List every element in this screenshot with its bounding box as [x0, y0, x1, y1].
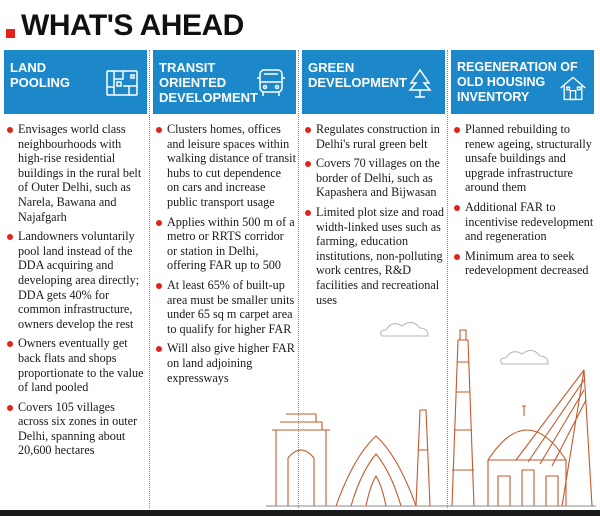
house-icon [558, 74, 588, 102]
column-header: REGENERATION OF OLD HOUSING INVENTORY [451, 50, 594, 114]
bullet-item: Applies within 500 m of a metro or RRTS … [155, 215, 296, 273]
column-heading: LAND POOLING [10, 60, 70, 90]
bullet-item: Landowners voluntarily pool land instead… [6, 229, 147, 331]
bullet-item: Envisages world class neighbourhoods wit… [6, 122, 147, 224]
bullet-item: Minimum area to seek redevelopment decre… [453, 249, 594, 278]
bullet-item: Limited plot size and road width-linked … [304, 205, 445, 307]
bullet-list: Clusters homes, offices and leisure spac… [153, 122, 296, 385]
bullet-list: Regulates construction in Delhi's rural … [302, 122, 445, 307]
column-heading: REGENERATION OF OLD HOUSING INVENTORY [457, 60, 578, 104]
title-row: WHAT'S AHEAD [6, 4, 244, 48]
tree-icon [403, 68, 437, 98]
title-bullet-icon [6, 28, 15, 38]
bullet-list: Envisages world class neighbourhoods wit… [4, 122, 147, 458]
column-heading: TRANSIT ORIENTED DEVELOPMENT [159, 60, 258, 105]
bullet-item: Covers 70 villages on the border of Delh… [304, 156, 445, 200]
bullet-item: Covers 105 villages across six zones in … [6, 400, 147, 458]
column-header: TRANSIT ORIENTED DEVELOPMENT [153, 50, 296, 114]
bus-icon [254, 68, 288, 98]
column-land-pooling: LAND POOLING Envisages world class neigh… [4, 50, 147, 508]
column-transit-oriented-development: TRANSIT ORIENTED DEVELOPMENT Clusters ho… [149, 50, 296, 508]
bullet-item: Owners eventually get back flats and sho… [6, 336, 147, 394]
bullet-item: Clusters homes, offices and leisure spac… [155, 122, 296, 210]
bullet-item: Regulates construction in Delhi's rural … [304, 122, 445, 151]
bullet-item: Planned rebuilding to renew ageing, stru… [453, 122, 594, 195]
bullet-item: At least 65% of built-up area must be sm… [155, 278, 296, 336]
column-regeneration-old-housing: REGENERATION OF OLD HOUSING INVENTORY Pl… [447, 50, 594, 508]
columns: LAND POOLING Envisages world class neigh… [4, 50, 596, 508]
column-header: GREEN DEVELOPMENT [302, 50, 445, 114]
bullet-item: Will also give higher FAR on land adjoin… [155, 341, 296, 385]
column-heading: GREEN DEVELOPMENT [308, 60, 407, 90]
column-green-development: GREEN DEVELOPMENT Regulates construction… [298, 50, 445, 508]
bullet-list: Planned rebuilding to renew ageing, stru… [451, 122, 594, 278]
map-icon [105, 68, 139, 98]
bullet-item: Additional FAR to incentivise redevelopm… [453, 200, 594, 244]
page-title: WHAT'S AHEAD [21, 9, 244, 42]
bottom-rule [0, 510, 600, 516]
column-header: LAND POOLING [4, 50, 147, 114]
